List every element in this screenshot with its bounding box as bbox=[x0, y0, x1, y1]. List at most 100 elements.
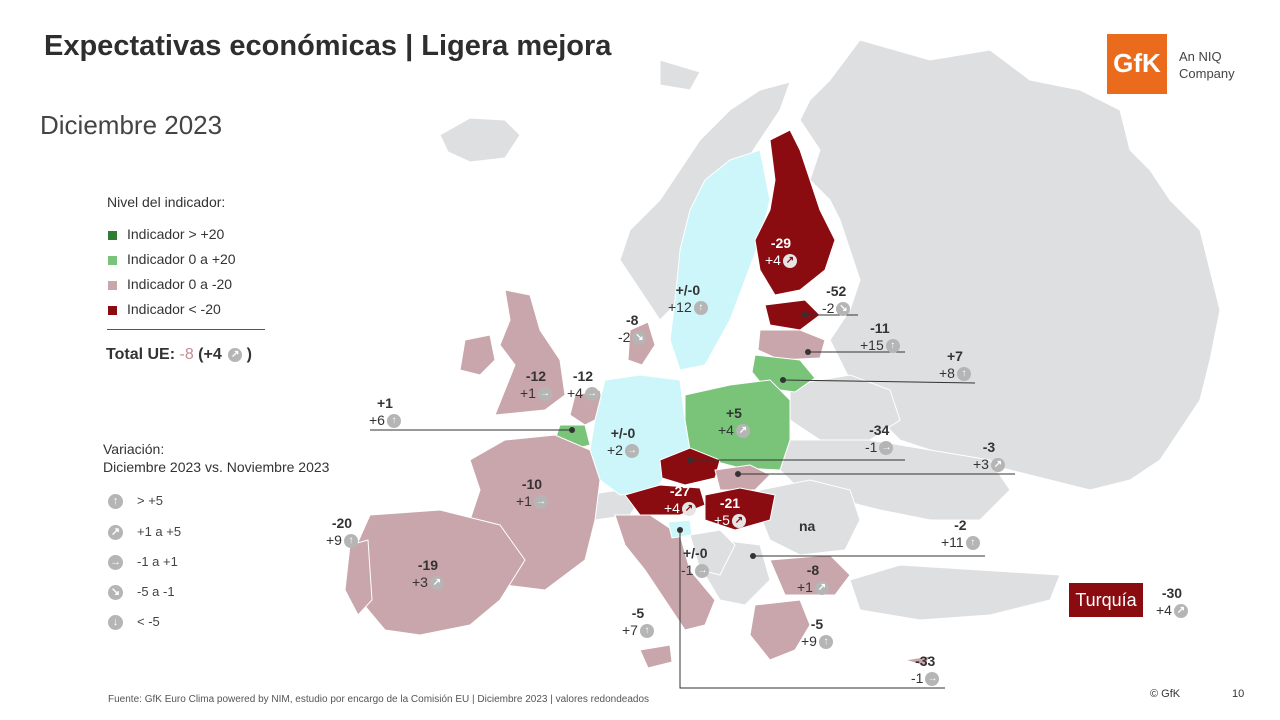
variation-item: ↑ > +5 bbox=[108, 493, 164, 510]
level: -19 bbox=[417, 557, 439, 573]
arrow-up-icon: ↑ bbox=[818, 635, 833, 650]
label-denmark: -8 -2 ↘ bbox=[618, 312, 647, 346]
level: -30 bbox=[1161, 585, 1183, 601]
change: -2 bbox=[822, 300, 835, 316]
change: +9 bbox=[326, 532, 342, 548]
label-cyprus: -33 -1 → bbox=[911, 653, 940, 687]
label-bulgaria: -8 +1 ↗ bbox=[797, 562, 829, 596]
level: +5 bbox=[726, 405, 742, 421]
label-ireland: -12 +1 → bbox=[520, 368, 552, 402]
label-estonia: -52 -2 ↘ bbox=[822, 283, 851, 317]
change: +15 bbox=[860, 337, 884, 353]
arrow-up-icon: ↑ bbox=[956, 367, 971, 382]
label-sweden: +/-0 +12 ↑ bbox=[668, 282, 708, 316]
level: -8 bbox=[626, 312, 639, 328]
label-germany: +/-0 +2 → bbox=[607, 425, 639, 459]
level: -21 bbox=[719, 495, 741, 511]
variation-label: -5 a -1 bbox=[137, 584, 175, 599]
total-suffix: ) bbox=[242, 346, 252, 363]
logo-subtitle: An NIQ Company bbox=[1179, 48, 1259, 82]
label-belgium: +1 +6 ↑ bbox=[369, 395, 401, 429]
legend-item-negative: Indicador 0 a -20 bbox=[108, 276, 232, 292]
legend-swatch bbox=[108, 230, 117, 240]
arrow-up-right-icon: ↗ bbox=[990, 458, 1005, 473]
variation-title-line2: Diciembre 2023 vs. Noviembre 2023 bbox=[103, 459, 330, 475]
legend-label: Indicador < -20 bbox=[127, 301, 221, 317]
label-spain: -19 +3 ↗ bbox=[412, 557, 444, 591]
change: -2 bbox=[618, 329, 631, 345]
arrow-up-right-icon: ↗ bbox=[228, 347, 243, 362]
arrow-up-icon: ↑ bbox=[693, 301, 708, 316]
arrow-right-icon: → bbox=[879, 441, 894, 456]
svalbard-shape bbox=[659, 59, 701, 91]
arrow-up-icon: ↑ bbox=[639, 624, 654, 639]
legend-item-strong-positive: Indicador > +20 bbox=[108, 226, 224, 242]
change: +2 bbox=[607, 442, 623, 458]
legend-swatch bbox=[108, 280, 117, 290]
level: +7 bbox=[947, 348, 963, 364]
change: +11 bbox=[941, 534, 964, 550]
legend-label: Indicador 0 a +20 bbox=[127, 251, 236, 267]
variation-item: ↗ +1 a +5 bbox=[108, 524, 181, 541]
level: -3 bbox=[982, 439, 996, 455]
ireland-shape bbox=[459, 334, 496, 376]
gfk-logo: GfK bbox=[1107, 34, 1167, 94]
change: +12 bbox=[668, 299, 692, 315]
label-france: -10 +1 → bbox=[516, 476, 548, 510]
label-turkey: -30 +4 ↗ bbox=[1156, 585, 1188, 619]
change: +6 bbox=[369, 412, 385, 428]
czechia-shape bbox=[659, 447, 721, 486]
greece-shape bbox=[749, 599, 811, 661]
label-romania: na bbox=[799, 518, 815, 535]
arrow-down-right-icon: ↘ bbox=[108, 585, 123, 601]
arrow-up-icon: ↑ bbox=[386, 414, 401, 429]
arrow-up-right-icon: ↗ bbox=[735, 424, 750, 439]
arrow-up-right-icon: ↗ bbox=[108, 525, 123, 541]
label-serbia: -2 +11 ↑ bbox=[941, 517, 980, 551]
arrow-up-icon: ↑ bbox=[343, 534, 358, 549]
total-value: -8 bbox=[179, 346, 194, 363]
label-poland: +5 +4 ↗ bbox=[718, 405, 750, 439]
variation-item: ↘ -5 a -1 bbox=[108, 584, 175, 601]
label-italy: -5 +7 ↑ bbox=[622, 605, 654, 639]
level: na bbox=[799, 518, 816, 534]
copyright: © GfK bbox=[1150, 688, 1181, 700]
label-finland: -29 +4 ↗ bbox=[765, 235, 797, 269]
label-netherlands: -12 +4 → bbox=[567, 368, 599, 402]
label-latvia: -11 +15 ↑ bbox=[860, 320, 900, 354]
level: -11 bbox=[870, 320, 890, 336]
change: -1 bbox=[865, 439, 878, 455]
arrow-up-right-icon: ↗ bbox=[1173, 604, 1188, 619]
arrow-right-icon: → bbox=[108, 555, 123, 571]
change: -1 bbox=[911, 670, 924, 686]
variation-label: -1 a +1 bbox=[137, 554, 178, 569]
arrow-up-right-icon: ↗ bbox=[814, 581, 829, 596]
level: -2 bbox=[954, 517, 967, 533]
change: +1 bbox=[797, 579, 813, 595]
level: -34 bbox=[869, 422, 890, 438]
page-number: 10 bbox=[1232, 688, 1245, 700]
level: +/-0 bbox=[682, 545, 708, 561]
iceland-shape bbox=[439, 117, 521, 163]
label-austria: -27 +4 ↗ bbox=[664, 483, 696, 517]
variation-item: → -1 a +1 bbox=[108, 554, 178, 571]
leader-cyprus bbox=[679, 530, 945, 689]
page-title: Expectativas económicas | Ligera mejora bbox=[44, 30, 612, 62]
legend-item-positive: Indicador 0 a +20 bbox=[108, 251, 236, 267]
total-prefix: Total UE: bbox=[106, 346, 180, 363]
slovakia-shape bbox=[714, 464, 771, 491]
change: +3 bbox=[412, 574, 428, 590]
variation-label: > +5 bbox=[137, 493, 164, 508]
leader-lithuania bbox=[782, 379, 976, 384]
page-subtitle: Diciembre 2023 bbox=[40, 110, 223, 140]
variation-label: < -5 bbox=[137, 614, 160, 629]
uk-shape bbox=[494, 289, 566, 416]
arrow-up-icon: ↑ bbox=[965, 536, 980, 551]
arrow-right-icon: → bbox=[533, 495, 548, 510]
label-greece: -5 +9 ↑ bbox=[801, 616, 833, 650]
change: +5 bbox=[714, 512, 730, 528]
level: -12 bbox=[525, 368, 547, 384]
level: -12 bbox=[572, 368, 594, 384]
change: +4 bbox=[1156, 602, 1172, 618]
arrow-right-icon: → bbox=[695, 564, 710, 579]
